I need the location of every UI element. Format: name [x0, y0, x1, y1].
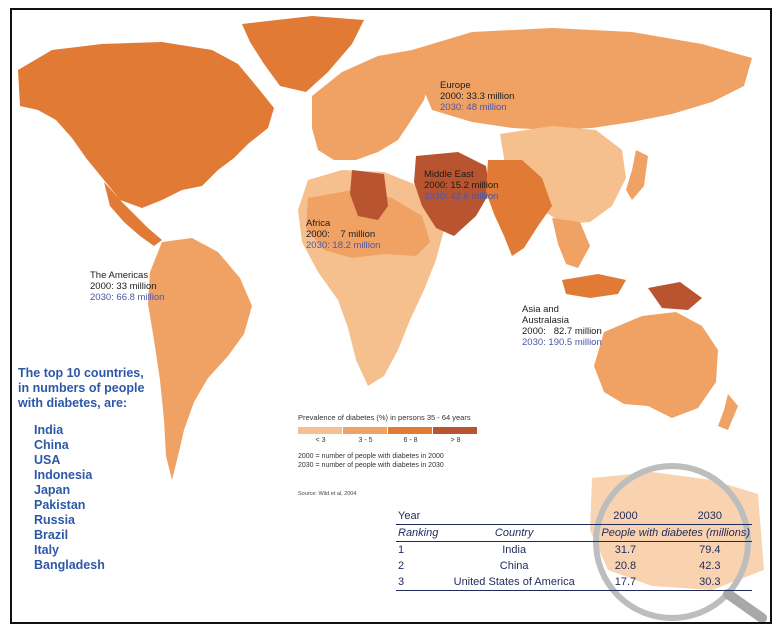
ranking-header: Ranking — [396, 524, 446, 542]
ranking-table-box: Year 2000 2030 Ranking Country People wi… — [396, 508, 768, 608]
legend-label-high: 6 - 8 — [403, 437, 418, 444]
top10-item: Japan — [34, 483, 71, 497]
year-2030-header: 2030 — [667, 508, 752, 525]
americas-2000: 2000: 33 million — [90, 281, 157, 292]
legend: Prevalence of diabetes (%) in persons 35… — [298, 413, 528, 470]
row-value-2000: 20.8 — [614, 560, 637, 572]
top10-list: India China USA Indonesia Japan Pakistan… — [34, 423, 178, 573]
row-rank: 3 — [396, 574, 446, 591]
source-note: Source: Wild et al, 2004 — [298, 491, 357, 497]
middle-east-name: Middle East — [424, 169, 474, 180]
americas-name: The Americas — [90, 270, 149, 281]
africa-name: Africa — [306, 218, 331, 229]
top10-item: India — [34, 423, 64, 437]
legend-labels: < 3 3 - 5 6 - 8 > 8 — [298, 437, 528, 444]
people-header: People with diabetes (millions) — [583, 524, 752, 542]
year-2000-header: 2000 — [583, 508, 668, 525]
table-row: 2 China 20.8 42.3 — [396, 558, 752, 574]
row-rank: 2 — [398, 560, 405, 572]
africa-2000: 2000: 7 million — [306, 229, 376, 240]
top10-title: The top 10 countries, in numbers of peop… — [18, 366, 178, 411]
top10-item: China — [34, 438, 69, 452]
legend-swatch-very-high — [433, 427, 477, 434]
middle-east-2000: 2000: 15.2 million — [424, 180, 499, 191]
row-value-2000: 31.7 — [614, 544, 637, 556]
asia-name-line2: Australasia — [522, 315, 569, 326]
legend-label-low: < 3 — [315, 437, 326, 444]
top10-item: Bangladesh — [34, 558, 105, 572]
country-header: Country — [445, 524, 584, 542]
russia-shape — [412, 28, 752, 130]
row-value-2030: 30.3 — [667, 574, 752, 591]
legend-title: Prevalence of diabetes (%) in persons 35… — [298, 413, 471, 422]
top10-item: Indonesia — [34, 468, 93, 482]
top10-item: Italy — [34, 543, 60, 557]
top10-item: USA — [34, 453, 61, 467]
legend-label-very-high: > 8 — [450, 437, 461, 444]
map-figure: The Americas 2000: 33 million 2030: 66.8… — [10, 8, 772, 624]
top10-item: Brazil — [34, 528, 69, 542]
magnifier-handle — [723, 589, 767, 622]
europe-label: Europe 2000: 33.3 million 2030: 48 milli… — [440, 80, 514, 113]
asia-label: Asia and Australasia 2000: 82.7 million … — [522, 304, 602, 348]
africa-label: Africa 2000: 7 million 2030: 18.2 millio… — [306, 218, 380, 251]
legend-note-2000: 2000 = number of people with diabetes in… — [298, 453, 444, 460]
europe-2030: 2030: 48 million — [440, 102, 507, 113]
legend-notes: 2000 = number of people with diabetes in… — [298, 452, 528, 470]
year-label: Year — [396, 508, 584, 525]
asia-2000: 2000: 82.7 million — [522, 326, 602, 337]
ranking-table: Year 2000 2030 Ranking Country People wi… — [396, 508, 752, 591]
row-value-2000: 17.7 — [583, 574, 668, 591]
row-value-2030: 42.3 — [699, 560, 721, 572]
south-america-shape — [148, 238, 252, 480]
middle-east-shape — [414, 152, 490, 236]
africa-2030: 2030: 18.2 million — [306, 240, 381, 251]
top10-title-line1: The top 10 countries, — [18, 366, 144, 380]
top10-panel: The top 10 countries, in numbers of peop… — [18, 366, 178, 573]
table-header-row: Ranking Country People with diabetes (mi… — [396, 524, 752, 542]
europe-shape — [312, 50, 432, 160]
americas-2030: 2030: 66.8 million — [90, 292, 165, 303]
europe-name: Europe — [440, 80, 471, 91]
middle-east-label: Middle East 2000: 15.2 million 2030: 42.… — [424, 169, 498, 202]
top10-item: Pakistan — [34, 498, 86, 512]
magnifier-lens — [593, 463, 751, 621]
table-row: 3 United States of America 17.7 30.3 — [396, 574, 752, 591]
southeast-asia-shape — [552, 218, 590, 268]
japan-shape — [626, 150, 648, 200]
legend-label-mid: 3 - 5 — [358, 437, 373, 444]
row-country: India — [502, 544, 527, 556]
legend-swatch-high — [388, 427, 432, 434]
north-america-shape — [18, 42, 274, 208]
new-guinea-shape — [648, 282, 702, 310]
row-rank: 1 — [398, 544, 405, 556]
top10-title-line3: with diabetes, are: — [18, 396, 128, 410]
greenland-shape — [242, 16, 364, 92]
table-year-row: Year 2000 2030 — [396, 508, 752, 525]
europe-2000: 2000: 33.3 million — [440, 91, 515, 102]
row-country: China — [499, 560, 529, 572]
asia-2030: 2030: 190.5 million — [522, 337, 602, 348]
legend-note-2030: 2030 = number of people with diabetes in… — [298, 462, 444, 469]
legend-swatch-low — [298, 427, 342, 434]
top10-item: Russia — [34, 513, 75, 527]
top10-title-line2: in numbers of people — [18, 381, 145, 395]
indonesia-shape — [562, 274, 626, 298]
middle-east-2030: 2030: 42.6 million — [424, 191, 499, 202]
libya-shape — [350, 170, 388, 220]
table-row: 1 India 31.7 79.4 — [396, 542, 752, 559]
australia-shape — [594, 312, 718, 418]
legend-swatches — [298, 427, 528, 434]
new-zealand-shape — [718, 394, 738, 430]
row-value-2030: 79.4 — [699, 544, 721, 556]
india-shape — [486, 160, 552, 256]
africa-mid-band — [306, 190, 430, 258]
americas-label: The Americas 2000: 33 million 2030: 66.8… — [90, 270, 164, 303]
asia-name-line1: Asia and — [522, 304, 559, 315]
central-america-shape — [104, 182, 162, 246]
world-map — [18, 16, 767, 622]
legend-swatch-mid — [343, 427, 387, 434]
row-country: United States of America — [445, 574, 584, 591]
